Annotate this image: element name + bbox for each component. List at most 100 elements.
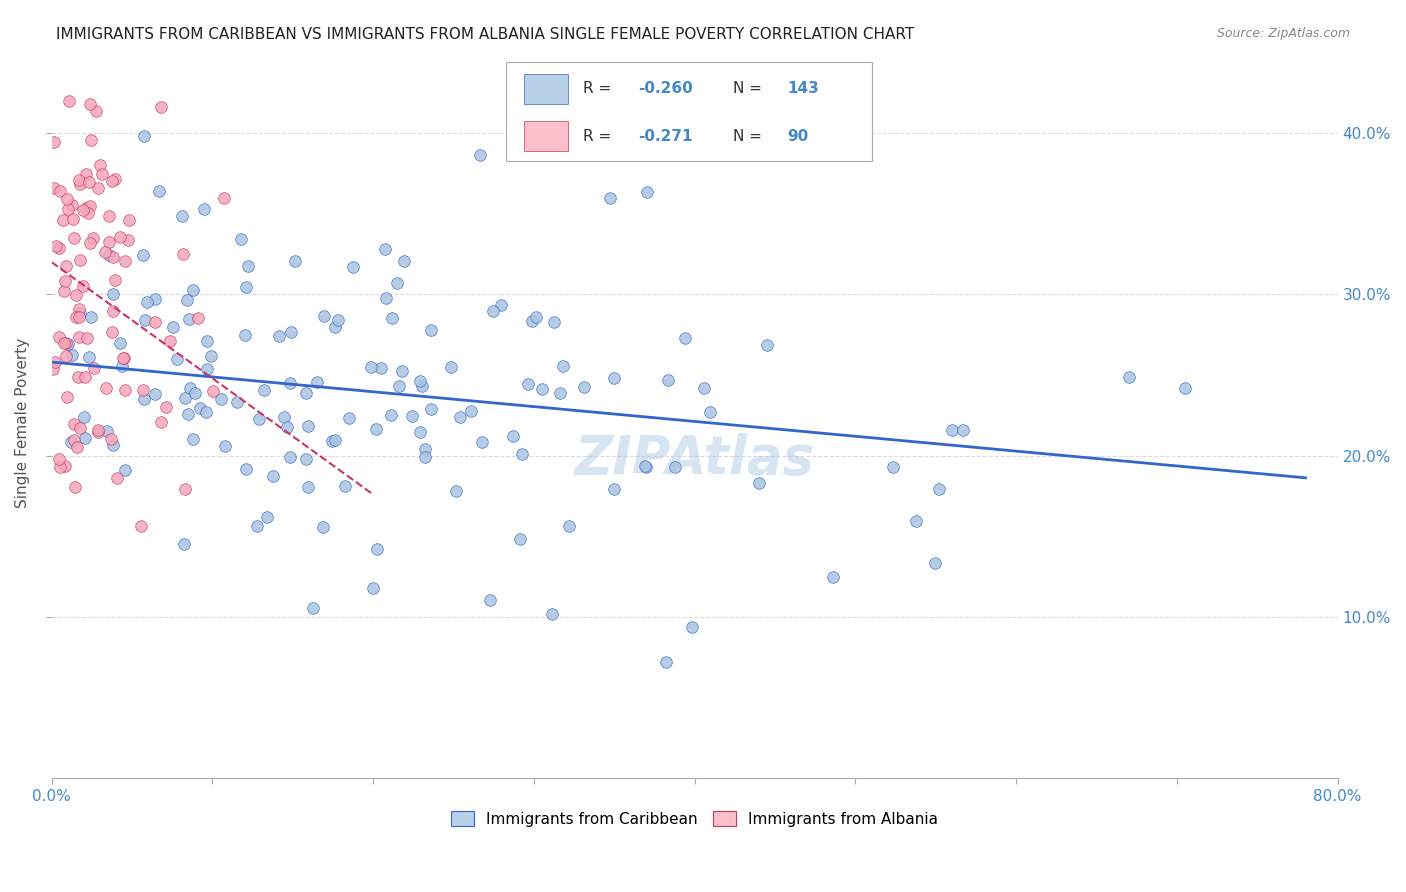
Point <box>44 355 66 369</box>
Point <box>97 209 120 223</box>
Point <box>91 167 114 181</box>
Point <box>337 410 360 425</box>
Point <box>374 242 396 256</box>
Point <box>107 471 129 485</box>
Point <box>52 213 75 227</box>
Point <box>305 376 328 390</box>
Point <box>66 370 89 384</box>
Point <box>252 383 274 397</box>
Point <box>297 480 319 494</box>
Point <box>481 304 503 318</box>
Point <box>63 433 86 447</box>
Point <box>73 370 96 384</box>
Point <box>603 482 626 496</box>
Point <box>101 174 124 188</box>
Point <box>111 359 134 373</box>
Point <box>524 310 547 325</box>
Point <box>118 212 141 227</box>
Point <box>468 147 491 161</box>
Point <box>419 401 441 416</box>
Point <box>172 246 194 260</box>
Point <box>60 198 83 212</box>
Point <box>548 386 571 401</box>
Text: R =: R = <box>583 81 616 96</box>
Point <box>401 409 423 423</box>
Point <box>823 570 845 584</box>
Point <box>72 279 94 293</box>
Point <box>132 248 155 262</box>
Point <box>756 337 779 351</box>
Point <box>392 253 415 268</box>
Point <box>134 392 156 406</box>
Point <box>176 407 198 421</box>
Point <box>599 191 621 205</box>
Point <box>56 192 79 206</box>
Point <box>194 405 217 419</box>
Point <box>233 327 256 342</box>
Point <box>55 458 77 473</box>
Point <box>134 313 156 327</box>
Point <box>65 480 87 494</box>
Point <box>80 310 103 325</box>
Point <box>342 260 364 274</box>
Text: Source: ZipAtlas.com: Source: ZipAtlas.com <box>1216 27 1350 40</box>
Point <box>212 191 235 205</box>
Point <box>193 202 215 216</box>
Point <box>112 351 135 365</box>
Point <box>657 373 679 387</box>
Point <box>361 581 384 595</box>
Point <box>94 245 117 260</box>
Point <box>132 383 155 397</box>
Point <box>75 431 97 445</box>
Point <box>173 537 195 551</box>
Point <box>55 349 77 363</box>
Point <box>280 325 302 339</box>
Point <box>312 520 335 534</box>
Point <box>231 232 253 246</box>
Point <box>278 450 301 464</box>
Point <box>941 423 963 437</box>
Point <box>531 382 554 396</box>
Point <box>82 231 104 245</box>
Point <box>509 532 531 546</box>
Point <box>471 435 494 450</box>
Legend: Immigrants from Caribbean, Immigrants from Albania: Immigrants from Caribbean, Immigrants fr… <box>443 803 946 834</box>
Point <box>103 250 125 264</box>
Point <box>543 315 565 329</box>
Point <box>76 206 98 220</box>
Point <box>181 433 204 447</box>
Point <box>1174 380 1197 394</box>
Text: -0.271: -0.271 <box>638 128 692 144</box>
Point <box>297 419 319 434</box>
Point <box>460 404 482 418</box>
Point <box>323 320 346 334</box>
Point <box>278 376 301 390</box>
Point <box>69 305 91 319</box>
Point <box>62 231 84 245</box>
Point <box>101 304 124 318</box>
Point <box>302 601 325 615</box>
Point <box>333 479 356 493</box>
Point <box>748 475 770 490</box>
Point <box>235 462 257 476</box>
Point <box>67 173 90 187</box>
Point <box>200 349 222 363</box>
Point <box>173 392 195 406</box>
Point <box>73 410 96 425</box>
Point <box>375 291 398 305</box>
Point <box>42 135 65 149</box>
Point <box>247 412 270 426</box>
Point <box>673 331 696 345</box>
Text: IMMIGRANTS FROM CARIBBEAN VS IMMIGRANTS FROM ALBANIA SINGLE FEMALE POVERTY CORRE: IMMIGRANTS FROM CARIBBEAN VS IMMIGRANTS … <box>56 27 914 42</box>
Text: N =: N = <box>733 81 766 96</box>
Point <box>84 104 107 119</box>
Point <box>117 233 139 247</box>
Point <box>360 359 382 374</box>
Point <box>905 514 928 528</box>
Point <box>67 310 90 324</box>
Point <box>391 364 413 378</box>
Point <box>267 329 290 343</box>
Point <box>419 323 441 337</box>
Point <box>60 348 83 362</box>
Point <box>48 330 70 344</box>
